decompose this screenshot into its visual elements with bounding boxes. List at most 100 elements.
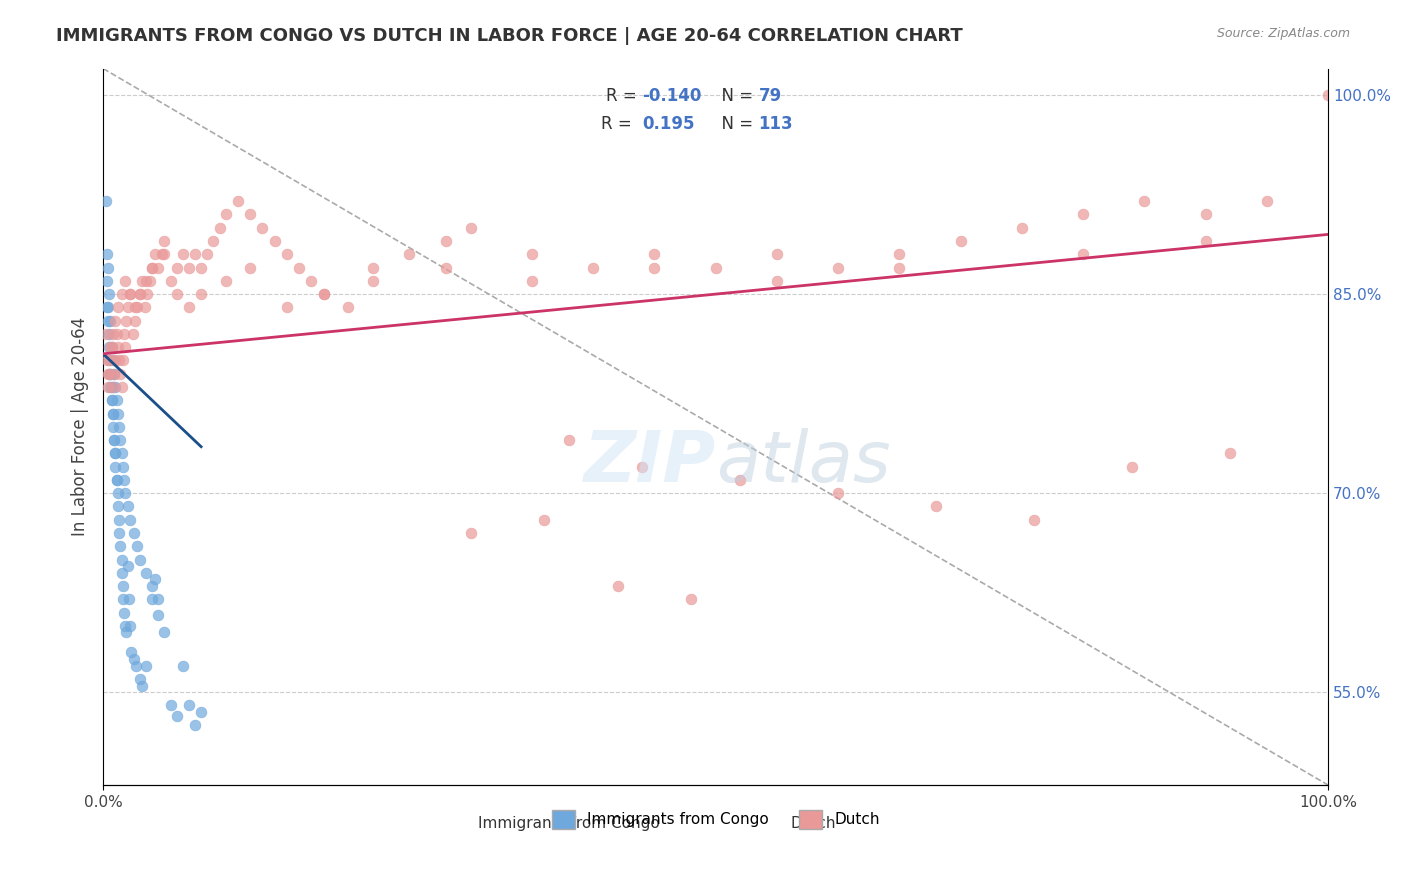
Point [108, 419, 131, 434]
Point [110, 433, 132, 447]
Point [107, 340, 129, 354]
Point [1071, 207, 1094, 221]
Point [312, 287, 335, 301]
Point [112, 606, 135, 620]
Point [96, 301, 118, 315]
Point [150, 247, 173, 261]
Point [103, 433, 125, 447]
Point [100, 340, 122, 354]
Point [97, 301, 120, 315]
Point [263, 234, 285, 248]
Point [111, 459, 134, 474]
Point [889, 260, 911, 275]
Point [681, 592, 703, 607]
Point [361, 274, 384, 288]
Point [114, 274, 136, 288]
Point [141, 592, 163, 607]
Point [766, 247, 789, 261]
Point [166, 709, 188, 723]
Point [827, 486, 849, 500]
Point [141, 260, 163, 275]
Point [120, 513, 142, 527]
Point [214, 274, 236, 288]
Point [105, 326, 128, 341]
Point [312, 287, 335, 301]
Text: 0.195: 0.195 [643, 115, 695, 134]
Point [112, 473, 135, 487]
Point [101, 326, 124, 341]
Point [124, 301, 146, 315]
Point [177, 260, 200, 275]
Point [100, 380, 122, 394]
Point [100, 313, 122, 327]
Point [136, 287, 159, 301]
Point [100, 340, 122, 354]
Text: 113: 113 [758, 115, 793, 134]
Point [108, 525, 131, 540]
Point [104, 313, 127, 327]
Point [101, 353, 124, 368]
Point [299, 274, 322, 288]
Point [135, 658, 157, 673]
Point [103, 367, 125, 381]
Point [108, 353, 131, 368]
Point [143, 573, 166, 587]
Point [1133, 194, 1156, 209]
Point [131, 274, 153, 288]
Point [582, 260, 605, 275]
Point [114, 340, 136, 354]
Point [117, 301, 139, 315]
Point [128, 672, 150, 686]
Point [110, 566, 132, 580]
Point [190, 287, 212, 301]
Point [104, 446, 127, 460]
Point [98, 340, 121, 354]
Point [1071, 247, 1094, 261]
Point [101, 407, 124, 421]
Point [98, 353, 121, 368]
Point [114, 619, 136, 633]
Point [177, 698, 200, 713]
Point [239, 260, 262, 275]
Legend: Immigrants from Congo, Dutch: Immigrants from Congo, Dutch [546, 804, 886, 835]
Point [110, 367, 132, 381]
Point [1317, 88, 1340, 103]
Point [104, 353, 127, 368]
Y-axis label: In Labor Force | Age 20-64: In Labor Force | Age 20-64 [72, 318, 89, 536]
Point [184, 718, 207, 732]
Point [107, 500, 129, 514]
Text: N =: N = [711, 87, 758, 104]
Point [125, 658, 148, 673]
Point [276, 247, 298, 261]
Point [101, 419, 124, 434]
Text: ZIP: ZIP [583, 428, 716, 497]
Point [110, 287, 132, 301]
Point [1011, 220, 1033, 235]
Point [100, 353, 122, 368]
Point [100, 340, 122, 354]
Point [925, 500, 948, 514]
Point [128, 287, 150, 301]
Text: -0.140: -0.140 [643, 87, 702, 104]
Text: R =: R = [606, 87, 643, 104]
Point [1121, 459, 1143, 474]
Point [434, 234, 457, 248]
Point [1256, 194, 1278, 209]
Point [104, 446, 127, 460]
Point [141, 260, 163, 275]
Point [889, 247, 911, 261]
Point [110, 446, 132, 460]
Point [190, 705, 212, 719]
Point [98, 367, 121, 381]
Point [288, 260, 311, 275]
Point [276, 301, 298, 315]
Point [148, 260, 170, 275]
Point [114, 486, 136, 500]
Point [110, 539, 132, 553]
Point [96, 353, 118, 368]
Point [112, 326, 135, 341]
Point [226, 194, 249, 209]
Point [949, 234, 972, 248]
Point [97, 313, 120, 327]
Point [520, 247, 543, 261]
